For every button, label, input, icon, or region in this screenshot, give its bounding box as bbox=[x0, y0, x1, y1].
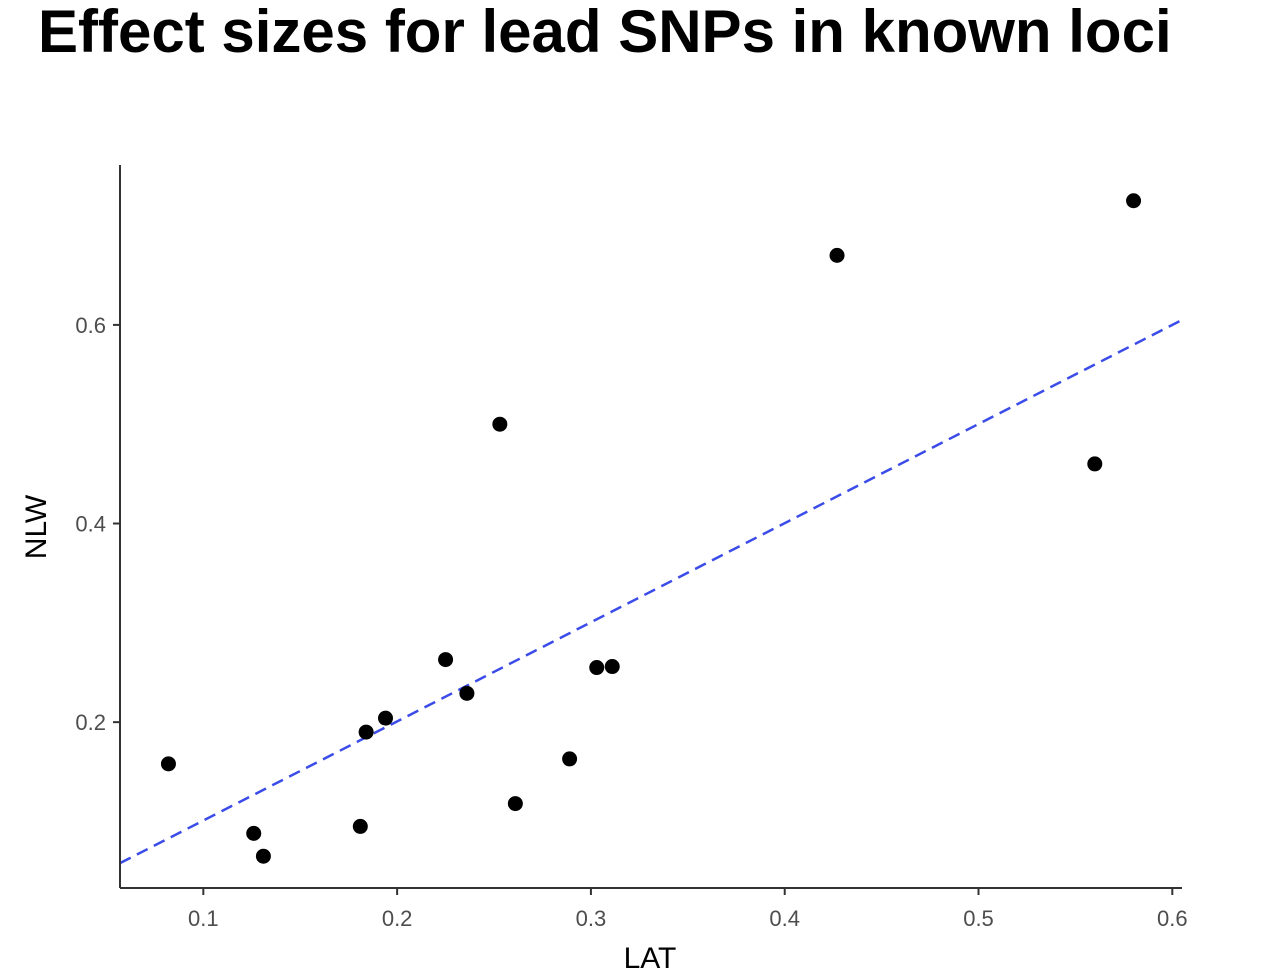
y-tick-label: 0.6 bbox=[75, 313, 106, 338]
x-axis-title: LAT bbox=[624, 942, 677, 975]
x-tick-label: 0.5 bbox=[963, 906, 994, 931]
data-point bbox=[246, 825, 262, 841]
points-layer bbox=[160, 193, 1142, 864]
trend-layer bbox=[119, 318, 1183, 865]
x-tick-label: 0.3 bbox=[576, 906, 607, 931]
x-tick-label: 0.6 bbox=[1157, 906, 1188, 931]
data-point bbox=[1126, 193, 1142, 209]
data-point bbox=[604, 659, 620, 675]
data-point bbox=[352, 818, 368, 834]
data-point bbox=[1087, 456, 1103, 472]
data-point bbox=[492, 416, 508, 432]
x-tick-label: 0.4 bbox=[769, 906, 800, 931]
y-axis-title: NLW bbox=[20, 494, 53, 559]
data-point bbox=[507, 796, 523, 812]
data-point bbox=[459, 685, 475, 701]
data-point bbox=[358, 724, 374, 740]
data-point bbox=[589, 660, 605, 676]
axes-layer: 0.1 0.2 0.3 0.4 0.5 0.6 0.2 0.4 0.6 bbox=[75, 165, 1188, 931]
data-point bbox=[829, 247, 845, 263]
data-point bbox=[562, 751, 578, 767]
x-tick-label: 0.2 bbox=[382, 906, 413, 931]
data-point bbox=[255, 848, 271, 864]
chart-title: Effect sizes for lead SNPs in known loci bbox=[38, 0, 1172, 65]
data-point bbox=[160, 756, 176, 772]
labels-layer: LAT NLW bbox=[20, 494, 676, 975]
y-tick-label: 0.2 bbox=[75, 710, 106, 735]
trend-line bbox=[119, 318, 1183, 865]
x-tick-label: 0.1 bbox=[188, 906, 219, 931]
y-tick-label: 0.4 bbox=[75, 512, 106, 537]
data-point bbox=[378, 710, 393, 726]
data-point bbox=[438, 652, 454, 668]
